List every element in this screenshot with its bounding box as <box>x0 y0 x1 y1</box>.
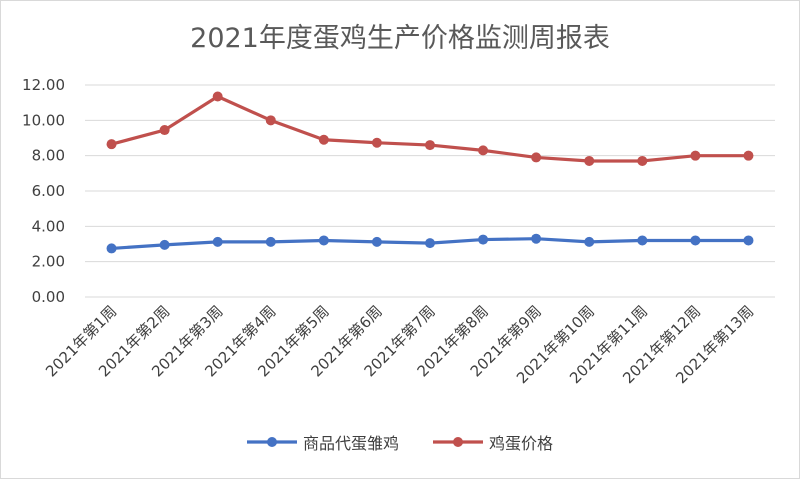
y-tick-label: 8.00 <box>32 147 65 165</box>
y-tick-label: 6.00 <box>32 182 65 200</box>
data-point <box>425 140 435 151</box>
data-point <box>371 236 382 247</box>
legend: 商品代蛋雏鸡 鸡蛋价格 <box>0 430 800 454</box>
chart-title: 2021年度蛋鸡生产价格监测周报表 <box>190 23 610 54</box>
y-tick-label: 4.00 <box>32 217 65 235</box>
y-tick-label: 2.00 <box>32 253 65 271</box>
series-2 <box>106 91 754 166</box>
y-tick-label: 0.00 <box>32 288 65 306</box>
data-point <box>690 235 701 246</box>
legend-label: 商品代蛋雏鸡 <box>302 434 399 453</box>
legend-item: 商品代蛋雏鸡 <box>246 430 399 454</box>
data-point <box>584 236 595 247</box>
legend-label: 鸡蛋价格 <box>489 434 554 453</box>
data-point <box>212 236 223 247</box>
y-tick-label: 10.00 <box>22 111 65 129</box>
legend-line-marker-icon <box>433 437 483 447</box>
data-point <box>743 235 754 246</box>
data-point <box>265 115 276 126</box>
data-point <box>212 91 223 102</box>
series-line <box>111 94 749 163</box>
data-point <box>637 235 648 246</box>
legend-line-marker-icon <box>246 437 297 447</box>
data-point <box>265 236 276 247</box>
data-point <box>106 243 117 254</box>
y-tick-label: 12.00 <box>22 76 65 94</box>
data-point <box>690 150 701 161</box>
data-point <box>531 233 542 244</box>
data-point <box>531 152 542 163</box>
series-1 <box>106 233 754 254</box>
data-point <box>106 139 117 150</box>
data-point <box>478 234 489 245</box>
data-point <box>159 239 170 250</box>
data-point <box>371 137 382 148</box>
legend-item: 鸡蛋价格 <box>433 430 553 454</box>
data-point <box>159 125 170 136</box>
data-point <box>584 155 595 166</box>
data-point <box>637 155 648 166</box>
data-point <box>478 145 489 156</box>
data-point <box>425 238 435 249</box>
data-point <box>318 134 329 145</box>
data-point <box>743 150 754 161</box>
data-point <box>318 235 329 246</box>
